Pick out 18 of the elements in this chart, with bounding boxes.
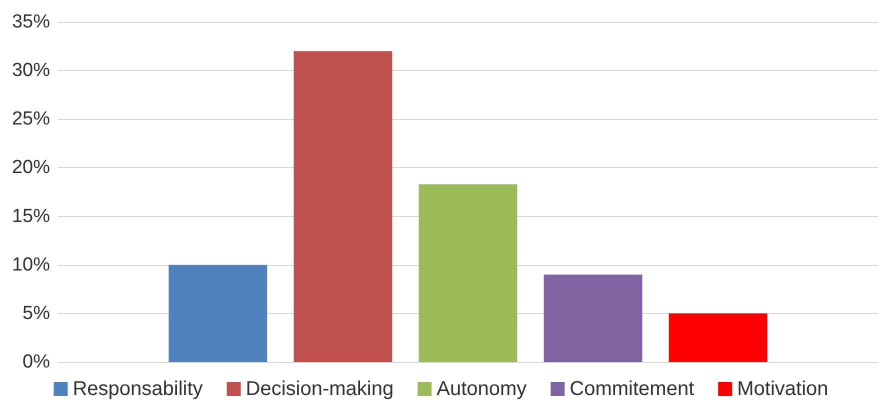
y-tick-label: 15% xyxy=(12,206,50,227)
bar xyxy=(668,313,768,362)
legend-label: Autonomy xyxy=(436,378,527,400)
y-tick-label: 30% xyxy=(12,60,50,82)
y-tick-label: 35% xyxy=(12,12,50,32)
y-tick-label: 10% xyxy=(12,254,50,276)
legend-label: Responsability xyxy=(72,378,203,400)
bar xyxy=(294,51,392,362)
y-tick-label: 20% xyxy=(12,157,50,178)
bar xyxy=(544,274,642,362)
y-tick-label: 25% xyxy=(12,108,50,130)
legend-label: Motivation xyxy=(737,378,828,400)
bar xyxy=(168,264,268,362)
y-tick-label: 0% xyxy=(22,352,50,372)
legend-label: Decision-making xyxy=(246,378,394,400)
legend-label: Commitement xyxy=(570,378,695,400)
bar xyxy=(418,184,518,362)
y-tick-label: 5% xyxy=(22,302,50,324)
